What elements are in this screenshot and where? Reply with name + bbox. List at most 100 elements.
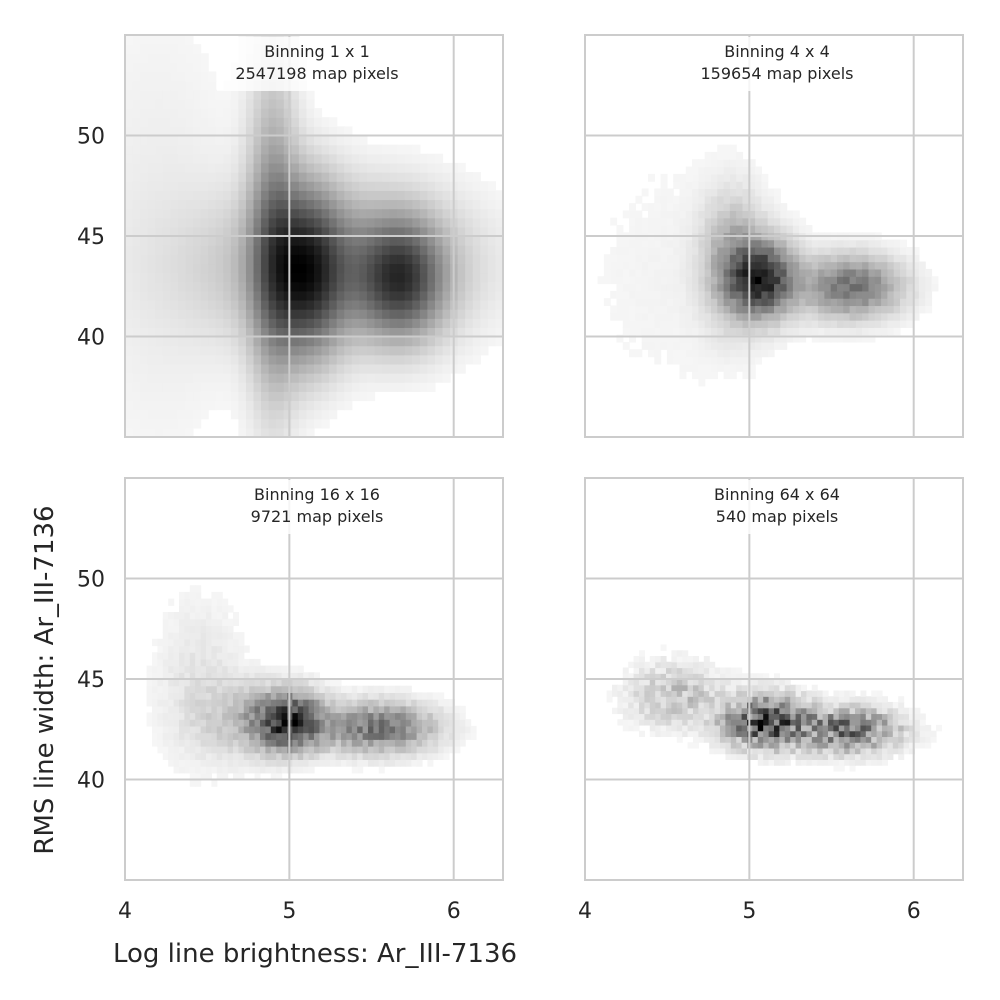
heatmap-cell <box>125 80 134 91</box>
heatmap-cell <box>876 713 883 720</box>
heatmap-cell <box>216 685 223 693</box>
heatmap-cell <box>189 638 196 647</box>
heatmap-cell <box>887 290 895 299</box>
heatmap-cell <box>155 309 164 319</box>
heatmap-cell <box>238 144 247 155</box>
heatmap-cell <box>177 181 187 191</box>
heatmap-cell <box>649 656 656 663</box>
heatmap-cell <box>162 299 171 310</box>
heatmap-cell <box>222 739 229 747</box>
heatmap-cell <box>374 299 383 310</box>
heatmap-cell <box>860 730 867 738</box>
heatmap-cell <box>374 144 383 155</box>
heatmap-cell <box>162 172 171 182</box>
heatmap-cell <box>230 354 239 365</box>
heatmap-cell <box>157 739 164 747</box>
heatmap-cell <box>200 752 207 760</box>
heatmap-cell <box>412 263 421 274</box>
heatmap-cell <box>432 699 439 707</box>
heatmap-cell <box>344 281 353 292</box>
heatmap-cell <box>412 336 421 347</box>
heatmap-cell <box>357 685 364 693</box>
heatmap-cell <box>434 236 444 246</box>
heatmap-cell <box>806 747 813 755</box>
heatmap-cell <box>912 246 920 255</box>
heatmap-cell <box>693 701 699 709</box>
heatmap-cell <box>200 153 209 164</box>
heatmap-cell <box>666 210 674 219</box>
heatmap-cell <box>704 195 712 204</box>
heatmap-cell <box>472 299 481 310</box>
heatmap-cell <box>329 135 338 146</box>
heatmap-cell <box>351 254 360 265</box>
heatmap-cell <box>703 730 710 738</box>
heatmap-cell <box>389 254 398 265</box>
heatmap-cell <box>276 427 285 438</box>
heatmap-cell <box>261 144 270 155</box>
heatmap-cell <box>811 696 818 703</box>
heatmap-cell <box>892 736 899 743</box>
heatmap-cell <box>801 690 807 697</box>
heatmap-cell <box>849 742 856 749</box>
heatmap-cell <box>389 281 398 292</box>
heatmap-cell <box>336 254 345 265</box>
heatmap-cell <box>245 153 255 164</box>
heatmap-cell <box>306 199 315 210</box>
heatmap-cell <box>709 707 716 715</box>
heatmap-cell <box>898 730 905 738</box>
heatmap-cell <box>673 268 681 277</box>
heatmap-cell <box>763 742 770 749</box>
heatmap-cell <box>830 283 838 292</box>
heatmap-cell <box>849 290 857 299</box>
heatmap-cell <box>292 712 299 720</box>
heatmap-cell <box>698 203 706 212</box>
heatmap-cell <box>303 712 310 720</box>
heatmap-cell <box>442 373 451 383</box>
heatmap-cell <box>261 309 270 319</box>
heatmap-cell <box>465 290 474 301</box>
heatmap-cell <box>162 144 171 155</box>
heatmap-cell <box>270 725 277 734</box>
heatmap-cell <box>459 732 466 740</box>
heatmap-cell <box>208 254 217 265</box>
heatmap-cell <box>308 705 315 714</box>
heatmap-cell <box>147 281 156 292</box>
heatmap-cell <box>155 236 164 246</box>
heatmap-cell <box>419 245 428 255</box>
heatmap-cell <box>329 327 338 338</box>
heatmap-cell <box>193 272 202 283</box>
heatmap-cell <box>223 299 232 310</box>
heatmap-cell <box>291 190 300 201</box>
heatmap-cell <box>253 217 262 228</box>
heatmap-cell <box>397 382 406 392</box>
heatmap-cell <box>211 746 218 754</box>
heatmap-cell <box>329 345 338 356</box>
heatmap-cell <box>276 272 285 283</box>
heatmap-cell <box>666 298 674 307</box>
heatmap-cell <box>155 290 164 301</box>
heatmap-cell <box>790 719 797 726</box>
heatmap-cell <box>736 730 743 738</box>
heatmap-cell <box>849 254 857 263</box>
heatmap-cell <box>419 272 428 283</box>
heatmap-cell <box>780 312 788 321</box>
heatmap-cell <box>865 713 872 720</box>
heatmap-cell <box>748 349 756 358</box>
heatmap-cell <box>909 713 915 720</box>
heatmap-cell <box>639 667 645 674</box>
heatmap-cell <box>291 263 300 274</box>
panel-title-background <box>217 37 417 91</box>
heatmap-cell <box>774 679 780 686</box>
heatmap-cell <box>698 320 706 328</box>
heatmap-cell <box>155 299 164 310</box>
heatmap-cell <box>893 305 901 314</box>
heatmap-cell <box>233 618 239 626</box>
heatmap-cell <box>817 736 824 743</box>
heatmap-cell <box>465 327 474 338</box>
heatmap-cell <box>147 400 156 411</box>
heatmap-cell <box>321 190 330 201</box>
heatmap-cell <box>314 226 323 237</box>
heatmap-cell <box>792 268 800 277</box>
heatmap-cell <box>189 779 196 787</box>
heatmap-cell <box>676 656 683 663</box>
